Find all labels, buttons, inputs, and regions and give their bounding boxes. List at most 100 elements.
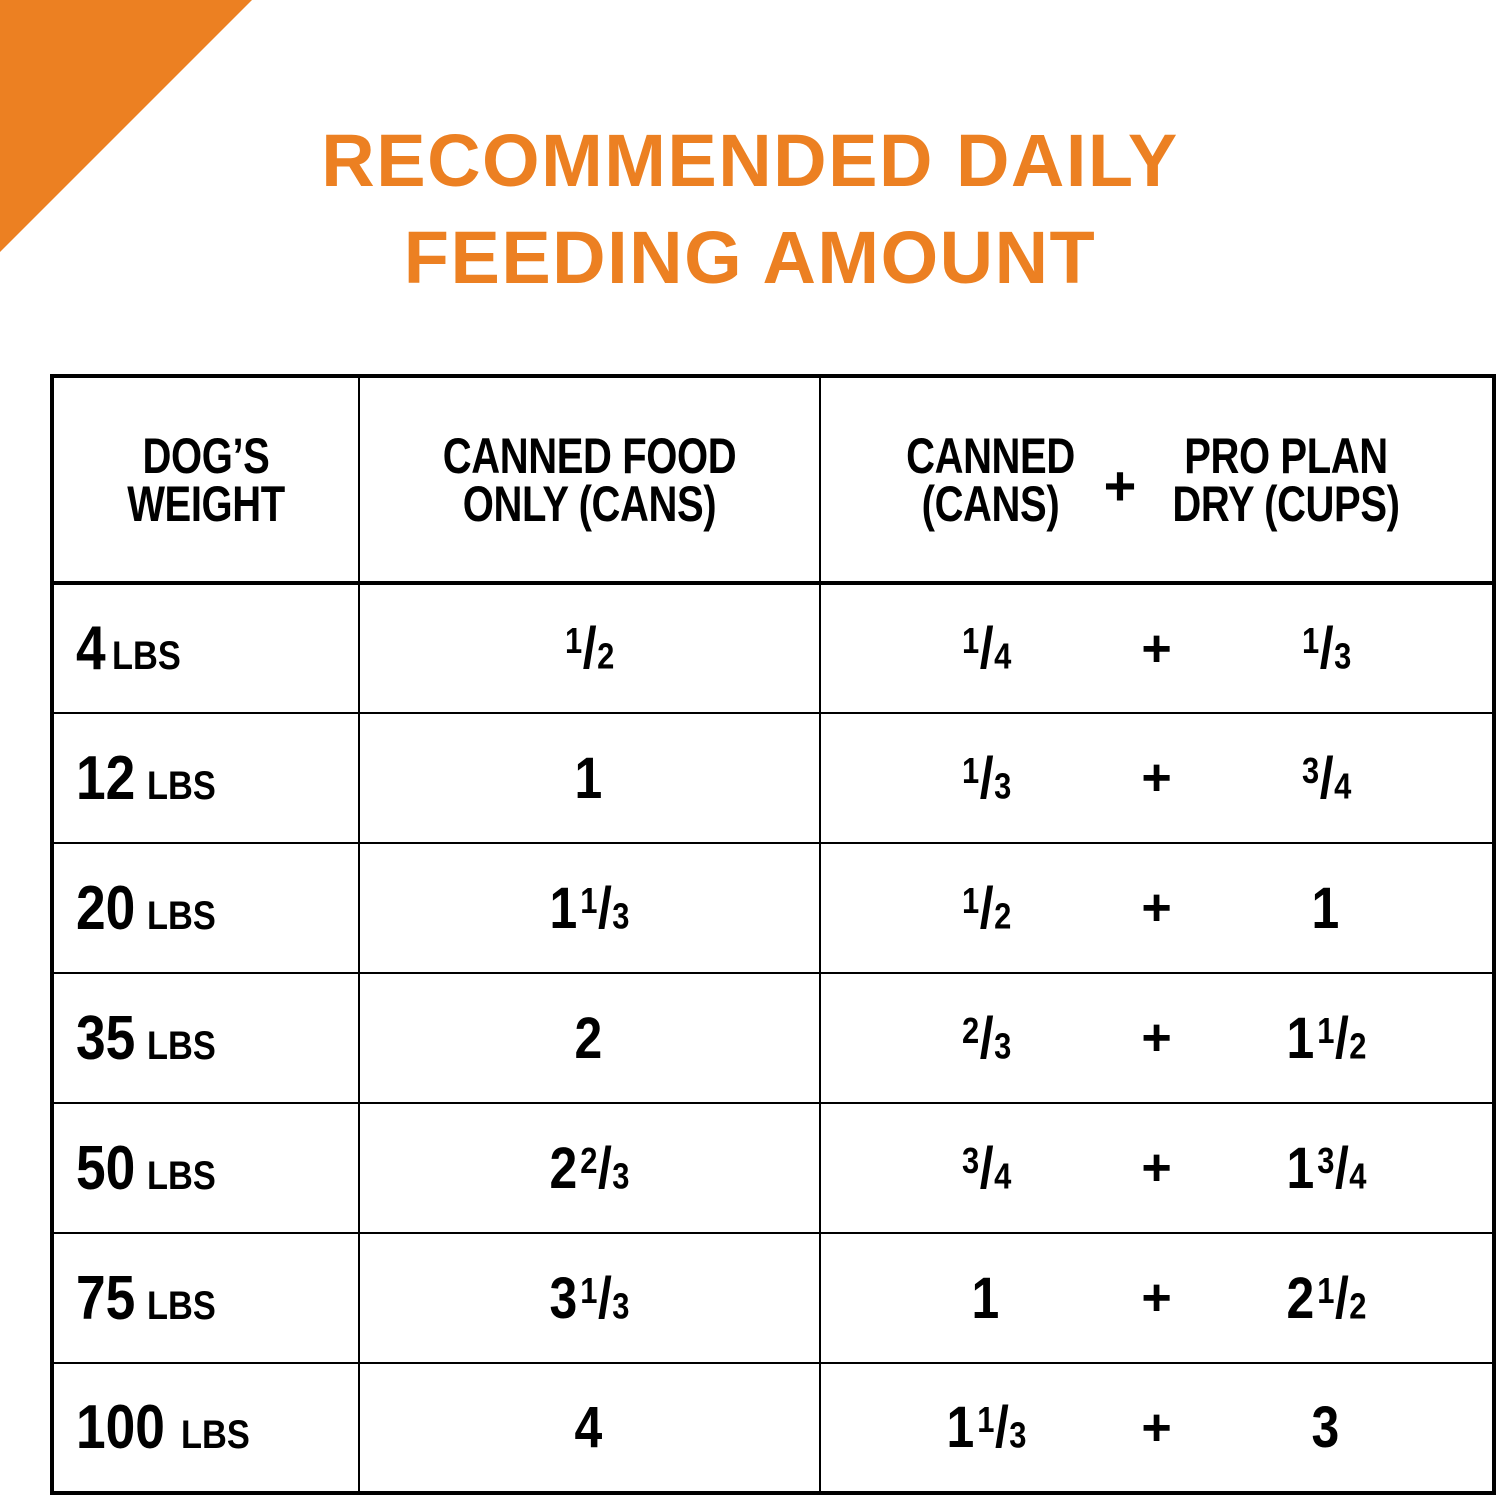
fraction-denominator: 2 — [993, 895, 1012, 937]
fraction-slash: / — [979, 875, 994, 941]
header-plus-icon: + — [1103, 453, 1137, 517]
mix-dry-amount: 1 — [1311, 875, 1342, 942]
mix-dry-amount: 3/4 — [1302, 745, 1351, 812]
mix-dry-amount: 21/2 — [1286, 1265, 1366, 1332]
fraction-denominator: 3 — [1333, 635, 1352, 677]
table-header: DOG’S WEIGHT CANNED FOOD ONLY (CANS) CAN… — [51, 375, 1495, 585]
column-header-canned-only-line-1: CANNED FOOD — [442, 427, 737, 484]
mix-dry-amount: 3 — [1311, 1394, 1342, 1461]
weight-unit: LBS — [146, 1283, 216, 1328]
cell-dogs-weight: 100 LBS — [51, 1362, 360, 1494]
cell-canned-plus-dry: 2/3 +11/2 — [819, 972, 1495, 1104]
whole-number: 1 — [946, 1395, 975, 1460]
cell-canned-only: 1/2 — [358, 582, 821, 714]
whole-number: 1 — [574, 745, 602, 811]
whole-number: 1 — [1311, 875, 1339, 941]
fraction: 2/3 — [961, 1009, 1012, 1068]
cell-canned-only: 31/3 — [358, 1232, 821, 1364]
page-title-line-2: FEEDING AMOUNT — [403, 216, 1097, 299]
cell-canned-plus-dry: 1/3 +3/4 — [819, 712, 1495, 844]
fraction-numerator: 1 — [961, 879, 980, 921]
cell-canned-plus-dry: 11/3 +3 — [819, 1362, 1495, 1494]
cell-dogs-weight: 12 LBS — [51, 712, 360, 844]
weight-value: 100 — [76, 1393, 165, 1462]
cell-canned-plus-dry: 1/4 +1/3 — [819, 582, 1495, 714]
row-plus-icon: + — [1141, 1269, 1172, 1327]
column-header-dogs-weight-line-2: WEIGHT — [127, 475, 285, 532]
fraction-denominator: 3 — [612, 895, 630, 937]
canned-only-amount: 11/3 — [549, 875, 629, 942]
mix-canned-amount: 3/4 — [962, 1135, 1011, 1202]
whole-number: 4 — [574, 1395, 602, 1460]
mix-canned-amount: 1 — [971, 1265, 1002, 1332]
whole-number: 3 — [1311, 1395, 1339, 1460]
whole-number: 2 — [1286, 1265, 1315, 1331]
fraction-numerator: 1 — [977, 1398, 995, 1440]
fraction-numerator: 1 — [961, 749, 980, 791]
row-plus-icon: + — [1141, 1009, 1172, 1067]
whole-number: 1 — [549, 875, 578, 941]
fraction-numerator: 1 — [580, 1269, 598, 1311]
mix-canned-amount: 1/2 — [962, 875, 1011, 942]
fraction-slash: / — [979, 1135, 994, 1201]
cell-canned-plus-dry: 1/2 +1 — [819, 842, 1495, 974]
table-row: 35 LBS 2 2/3 +11/2 — [51, 972, 1495, 1104]
weight-value: 75 — [76, 1263, 136, 1333]
weight-value: 4 — [76, 614, 106, 683]
fraction-denominator: 2 — [1349, 1025, 1367, 1067]
cell-canned-plus-dry: 1 +21/2 — [819, 1232, 1495, 1364]
fraction-denominator: 4 — [993, 1155, 1012, 1197]
fraction-slash: / — [1334, 1135, 1349, 1201]
feeding-amount-table: DOG’S WEIGHT CANNED FOOD ONLY (CANS) CAN… — [50, 374, 1496, 1495]
fraction-denominator: 3 — [993, 765, 1012, 807]
row-plus-icon: + — [1141, 1139, 1172, 1197]
fraction-slash: / — [1319, 616, 1334, 681]
mix-dry-amount: 13/4 — [1286, 1135, 1366, 1202]
fraction-denominator: 3 — [612, 1285, 630, 1327]
fraction-numerator: 2 — [580, 1139, 598, 1181]
column-header-canned-line-2: (CANS) — [921, 475, 1059, 532]
cell-dogs-weight: 75 LBS — [51, 1232, 360, 1364]
fraction: 1/2 — [961, 879, 1012, 938]
row-plus-icon: + — [1141, 619, 1172, 678]
fraction-denominator: 3 — [612, 1155, 630, 1197]
whole-number: 1 — [1286, 1005, 1315, 1071]
fraction: 3/4 — [1317, 1139, 1367, 1198]
weight-value: 20 — [76, 873, 136, 943]
canned-only-amount: 22/3 — [549, 1135, 629, 1202]
table-row: 12 LBS 1 1/3 +3/4 — [51, 712, 1495, 844]
cell-canned-only: 11/3 — [358, 842, 821, 974]
fraction-numerator: 2 — [961, 1009, 980, 1051]
mix-dry-amount: 1/3 — [1302, 615, 1351, 682]
fraction-denominator: 3 — [993, 1025, 1012, 1067]
row-plus-icon: + — [1141, 749, 1172, 807]
whole-number: 2 — [549, 1135, 578, 1201]
fraction-slash: / — [979, 745, 994, 811]
fraction-denominator: 2 — [1349, 1285, 1367, 1327]
fraction-slash: / — [597, 875, 612, 941]
cell-canned-only: 1 — [358, 712, 821, 844]
fraction-denominator: 4 — [1349, 1155, 1367, 1197]
row-plus-icon: + — [1141, 879, 1172, 937]
column-header-pro-plan-dry-line-1: PRO PLAN — [1184, 427, 1389, 484]
column-header-dogs-weight: DOG’S WEIGHT — [51, 375, 360, 585]
fraction: 1/2 — [565, 620, 614, 678]
fraction-slash: / — [979, 616, 994, 681]
fraction-slash: / — [1334, 1005, 1349, 1071]
fraction-numerator: 1 — [580, 879, 598, 921]
fraction: 2/3 — [580, 1139, 630, 1198]
weight-unit: LBS — [146, 1153, 216, 1198]
fraction-slash: / — [1319, 745, 1334, 811]
cell-dogs-weight: 4 LBS — [51, 582, 360, 714]
fraction-numerator: 1 — [1301, 619, 1320, 661]
weight-unit: LBS — [146, 763, 216, 808]
column-header-canned-plus-dry: CANNED (CANS) + PRO PLAN DRY (CUPS) — [819, 375, 1495, 585]
weight-value: 50 — [76, 1133, 136, 1203]
weight-value: 35 — [76, 1003, 136, 1073]
fraction-denominator: 3 — [1009, 1414, 1027, 1456]
weight-unit: LBS — [112, 634, 182, 678]
canned-only-amount: 31/3 — [549, 1265, 629, 1332]
fraction-slash: / — [994, 1395, 1009, 1460]
fraction-numerator: 1 — [961, 619, 980, 661]
